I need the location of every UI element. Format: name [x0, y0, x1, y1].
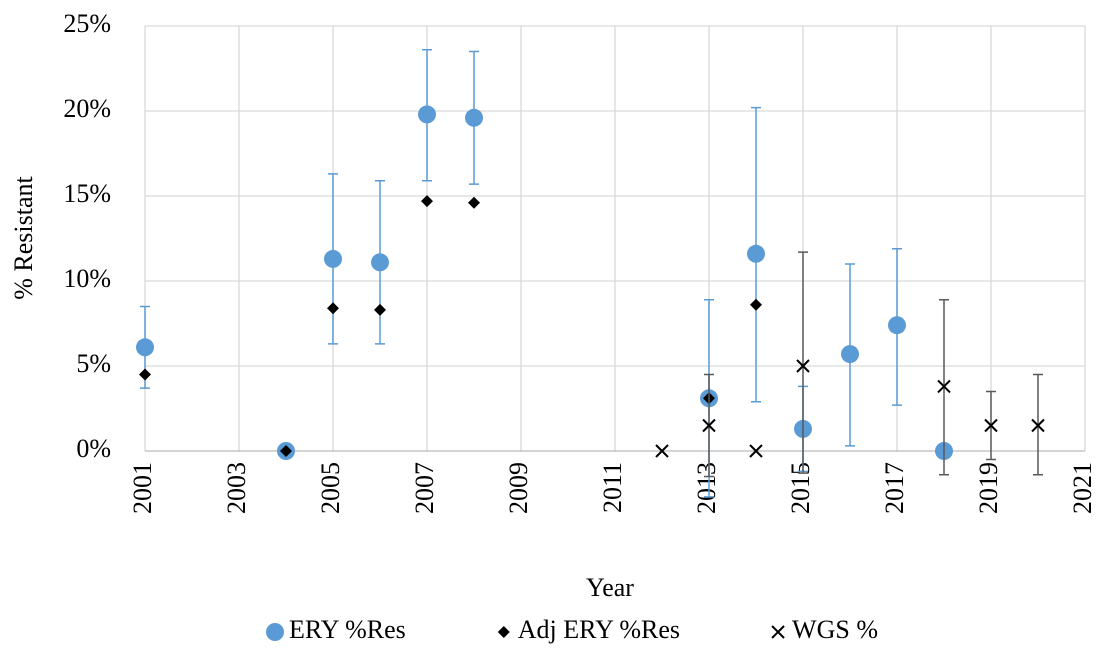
marker [327, 302, 339, 315]
series [139, 195, 762, 457]
marker [655, 444, 669, 458]
marker [796, 359, 810, 373]
y-tick-label: 10% [63, 264, 111, 293]
marker [280, 445, 292, 457]
y-tick-label: 20% [63, 94, 111, 123]
y-tick-label: 5% [76, 349, 111, 378]
marker [418, 105, 436, 124]
marker [984, 418, 998, 433]
x-tick-label: 2011 [598, 462, 627, 513]
series [136, 49, 953, 498]
x-axis-label: Year [586, 573, 634, 602]
marker [468, 196, 480, 209]
x-tick-label: 2013 [692, 462, 721, 514]
marker [371, 253, 389, 272]
y-tick-label: 25% [63, 9, 111, 38]
marker [1031, 418, 1045, 433]
marker [841, 345, 859, 364]
y-tick-label: 0% [76, 434, 111, 463]
x-tick-label: 2005 [316, 462, 345, 514]
x-tick-label: 2001 [128, 462, 157, 514]
legend-label: Adj ERY %Res [518, 615, 680, 644]
marker [139, 368, 151, 381]
legend: ERY %Res Adj ERY %Res WGS % [266, 615, 878, 644]
legend-label: ERY %Res [289, 615, 406, 644]
x-tick-label: 2019 [974, 462, 1003, 514]
marker [747, 244, 765, 263]
marker [749, 444, 763, 458]
x-tick-label: 2017 [880, 462, 909, 514]
marker [750, 298, 762, 311]
marker [136, 338, 154, 357]
x-tick-label: 2009 [504, 462, 533, 514]
legend-marker [497, 626, 510, 638]
legend-marker [771, 625, 785, 639]
marker [465, 108, 483, 127]
marker [324, 249, 342, 268]
marker [421, 195, 433, 208]
y-tick-label: 15% [63, 179, 111, 208]
marker [937, 379, 951, 394]
x-tick-label: 2007 [410, 462, 439, 514]
marker [702, 418, 716, 433]
series [655, 251, 1045, 478]
marker [888, 316, 906, 335]
legend-marker [266, 623, 285, 641]
y-axis-label: % Resistant [9, 175, 38, 299]
legend-label: WGS % [792, 615, 878, 644]
x-tick-label: 2003 [222, 462, 251, 514]
x-tick-label: 2015 [786, 462, 815, 514]
error-bar [798, 251, 808, 474]
marker [374, 303, 386, 316]
x-tick-label: 2021 [1068, 462, 1097, 514]
